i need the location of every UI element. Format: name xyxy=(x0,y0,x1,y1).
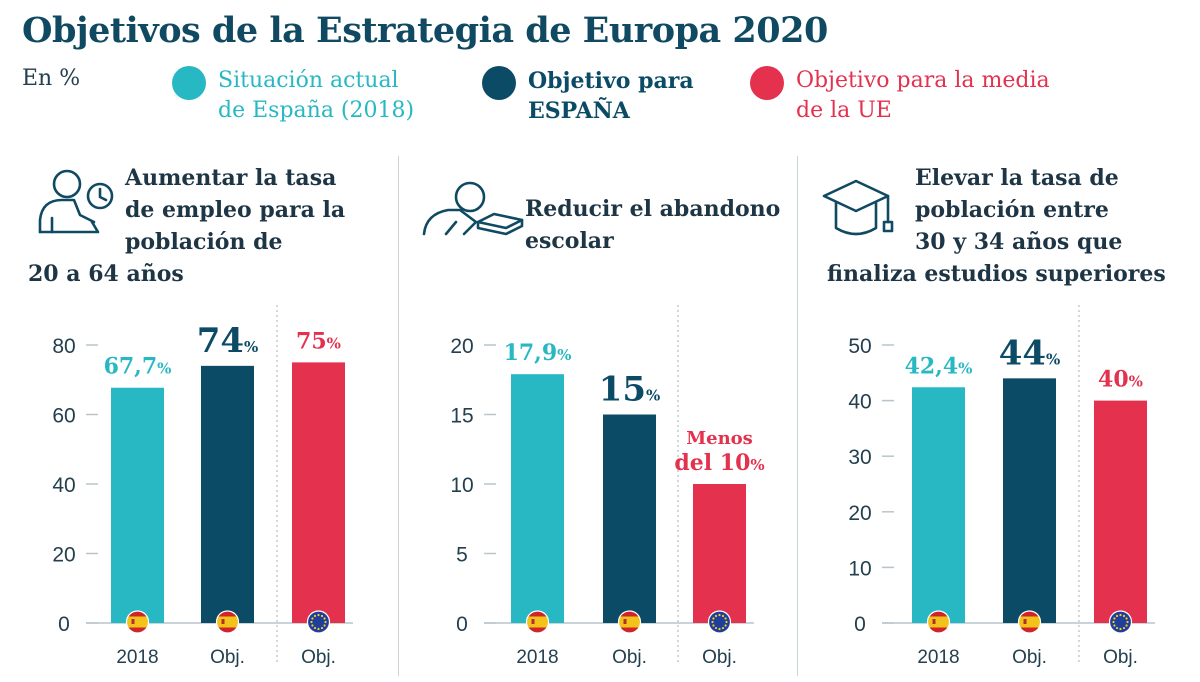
legend-label-eu-line2: de la UE xyxy=(796,98,892,123)
chart-panel-1: Aumentar la tasa de empleo para la poblaci… xyxy=(28,165,353,668)
data-label: 15% xyxy=(599,370,661,410)
data-label-prefix: Menos xyxy=(686,428,753,449)
y-tick-label: 20 xyxy=(52,544,75,567)
category-label: Obj. xyxy=(612,647,647,668)
graduation-cap-icon xyxy=(822,179,894,236)
panel-heading-line: escolar xyxy=(525,228,614,254)
category-label: 2018 xyxy=(917,647,959,668)
bar-eu-target xyxy=(693,484,746,623)
category-label: Obj. xyxy=(210,647,245,668)
panel-heading-line: población de xyxy=(125,229,283,255)
bar-actual xyxy=(111,387,164,623)
eu-flag-icon xyxy=(306,610,331,634)
bar-eu-target xyxy=(1094,400,1147,623)
spain-flag-icon xyxy=(125,610,150,634)
chart-panel-3: Elevar la tasa de población entre 30 y 34 … xyxy=(822,165,1166,668)
y-tick-label: 50 xyxy=(848,335,871,358)
eu-flag-icon xyxy=(707,610,732,634)
y-tick-label: 10 xyxy=(848,557,871,580)
bar-actual xyxy=(912,387,965,623)
spain-flag-icon xyxy=(215,610,240,634)
category-label: Obj. xyxy=(1012,647,1047,668)
category-label: Obj. xyxy=(1103,647,1138,668)
bar-spain-target xyxy=(201,365,254,623)
legend-label-spain-line2: ESPAÑA xyxy=(528,98,630,124)
category-label: Obj. xyxy=(301,647,336,668)
spain-flag-icon xyxy=(1017,610,1042,634)
student-book-icon xyxy=(422,181,524,236)
legend-label-eu: Objetivo para la media de la UE xyxy=(796,66,1050,126)
legend-dot-spain xyxy=(482,66,516,100)
y-tick-label: 20 xyxy=(848,502,871,525)
panel-heading-line: población entre xyxy=(915,197,1109,223)
chart-title: Objetivos de la Estrategia de Europa 202… xyxy=(22,10,828,51)
y-tick-label: 0 xyxy=(456,613,468,636)
bar-spain-target xyxy=(1003,378,1056,623)
spain-flag-icon xyxy=(617,610,642,634)
person-clock-icon xyxy=(38,169,114,234)
data-label: 42,4% xyxy=(905,353,973,379)
panel-separator xyxy=(797,156,798,676)
bar-eu-target xyxy=(292,362,345,623)
category-label: 2018 xyxy=(516,647,558,668)
y-tick-label: 20 xyxy=(450,335,473,358)
legend-item-eu: Objetivo para la media de la UE xyxy=(750,66,1050,126)
panel-heading-line: 30 y 34 años que xyxy=(915,229,1122,255)
y-tick-label: 30 xyxy=(848,446,871,469)
category-label: Obj. xyxy=(702,647,737,668)
data-label: 67,7% xyxy=(104,354,172,380)
legend-dot-eu xyxy=(750,66,784,100)
y-tick-label: 15 xyxy=(450,405,473,428)
legend-label-spain-line1: Objetivo para xyxy=(528,68,694,94)
legend-label-actual: Situación actual de España (2018) xyxy=(218,66,414,126)
y-tick-label: 10 xyxy=(450,474,473,497)
legend-dot-actual xyxy=(172,66,206,100)
y-tick-label: 80 xyxy=(52,335,75,358)
chart-panel-2: Reducir el abandono escolar 0 5 10 15 20 17,9% 2… xyxy=(422,181,780,668)
data-label: 17,9% xyxy=(504,340,572,366)
spain-flag-icon xyxy=(926,610,951,634)
panel-heading-line: Reducir el abandono xyxy=(525,196,780,222)
data-label: 44% xyxy=(999,333,1061,373)
legend-label-actual-line2: de España (2018) xyxy=(218,98,415,123)
panel-heading-line: de empleo para la xyxy=(125,197,345,223)
category-label: 2018 xyxy=(116,647,158,668)
data-label: 75% xyxy=(296,328,341,354)
y-tick-label: 60 xyxy=(52,405,75,428)
panel-heading-line: finaliza estudios superiores xyxy=(827,261,1166,287)
panel-heading-line: Aumentar la tasa xyxy=(124,165,336,191)
panel-separator xyxy=(398,156,399,676)
legend-item-actual: Situación actual de España (2018) xyxy=(172,66,414,126)
y-tick-label: 0 xyxy=(854,613,866,636)
panel-heading-line: Elevar la tasa de xyxy=(915,165,1119,191)
data-label: 74% xyxy=(197,321,259,361)
eu-flag-icon xyxy=(1108,610,1133,634)
spain-flag-icon xyxy=(525,610,550,634)
y-tick-label: 40 xyxy=(848,391,871,414)
legend-label-spain: Objetivo para ESPAÑA xyxy=(528,66,694,126)
legend-label-actual-line1: Situación actual xyxy=(218,68,399,93)
panel-heading-line: 20 a 64 años xyxy=(28,261,184,287)
bar-actual xyxy=(511,374,564,623)
y-tick-label: 40 xyxy=(52,474,75,497)
y-tick-label: 0 xyxy=(58,613,70,636)
bar-spain-target xyxy=(603,414,656,623)
y-tick-label: 5 xyxy=(456,544,468,567)
data-label: 40% xyxy=(1098,367,1143,393)
unit-label: En % xyxy=(22,66,81,91)
legend-label-eu-line1: Objetivo para la media xyxy=(796,68,1050,93)
legend-item-spain: Objetivo para ESPAÑA xyxy=(482,66,694,126)
data-label: del 10% xyxy=(674,450,764,476)
